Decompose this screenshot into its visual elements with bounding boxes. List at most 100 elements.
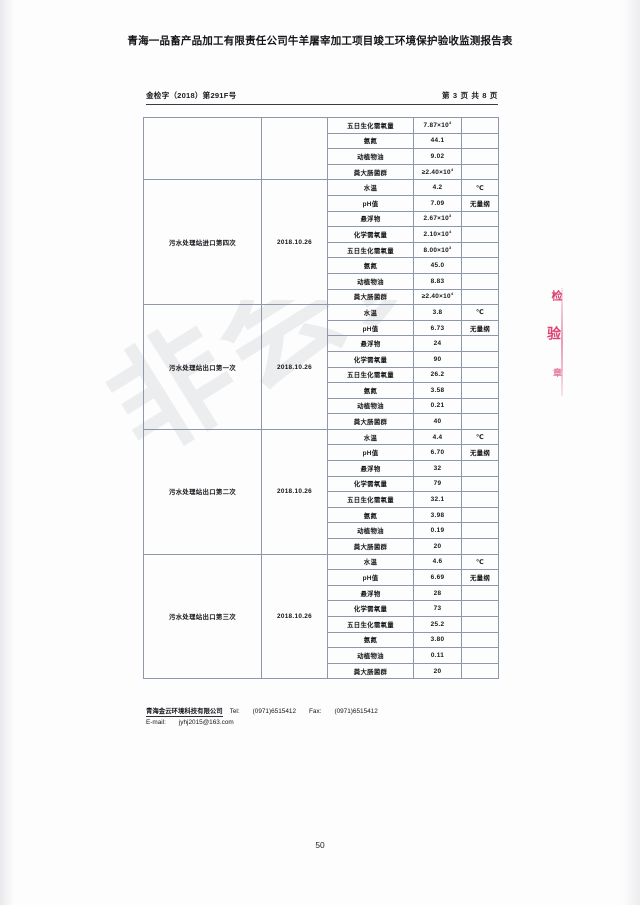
parameter-value-cell: ≥2.40×104: [413, 288, 462, 306]
parameter-value-cell: 26.2: [413, 366, 462, 384]
parameter-value-cell: 3.80: [413, 631, 462, 649]
parameter-value-cell: 28: [413, 584, 462, 602]
scan-edge-shading-right: [622, 0, 640, 905]
parameter-unit-cell: [461, 210, 499, 228]
parameter-unit-cell: [461, 647, 499, 664]
parameter-unit-cell: 无量纲: [461, 444, 499, 462]
monitoring-date-cell: 2018.10.26: [261, 428, 328, 555]
parameter-unit-cell: ℃: [461, 553, 499, 571]
parameter-unit-cell: [461, 631, 499, 649]
parameter-name-cell: 氨氮: [327, 132, 414, 150]
parameter-value-cell: 0.19: [413, 522, 462, 540]
table-row: 五日生化需氧量 7.87×104: [143, 116, 499, 181]
parameter-unit-cell: [461, 662, 499, 680]
parameter-name-cell: 水温: [327, 553, 414, 571]
table-row: 化学需氧量 79: [144, 475, 499, 493]
parameter-name-cell: 悬浮物: [327, 460, 414, 477]
monitoring-results-table: 五日生化需氧量 7.87×104 氨氮 44.1 动植物油 9.02 粪大肠菌群 ≥2.40×…: [143, 116, 499, 680]
parameter-value-cell: 25.2: [413, 616, 462, 633]
stamp-edge-line: [561, 288, 563, 396]
parameter-unit-cell: [461, 272, 499, 290]
table-row: 动植物油 0.21: [144, 397, 499, 415]
parameter-unit-cell: [461, 226, 499, 243]
parameter-unit-cell: [461, 288, 499, 306]
footer-tel-value: (0971)6515412: [252, 708, 296, 715]
parameter-unit-cell: [461, 257, 499, 274]
footer-contact-line: 青海金云环境科技有限公司 Tel: (0971)6515412 Fax: (0971)6…: [146, 706, 498, 717]
stamp-mark-2: 验: [546, 326, 562, 340]
parameter-name-cell: 氨氮: [327, 257, 414, 274]
table-row: 粪大肠菌群 20: [144, 662, 499, 680]
parameter-unit-cell: ℃: [461, 428, 499, 446]
table-row: 污水处理站出口第三次 2018.10.26 水温 4.6 ℃: [143, 553, 499, 680]
parameter-value-cell: 40: [413, 413, 462, 430]
parameter-name-cell: 粪大肠菌群: [327, 163, 414, 181]
parameter-unit-cell: 无量纲: [461, 194, 499, 212]
parameter-name-cell: 五日生化需氧量: [327, 616, 414, 633]
value-exponent: 4: [448, 228, 452, 234]
parameter-name-cell: 五日生化需氧量: [327, 117, 414, 134]
parameter-value-cell: 4.2: [413, 179, 462, 196]
table-body: 五日生化需氧量 7.87×104 氨氮 44.1 动植物油 9.02 粪大肠菌群 ≥2.40×…: [143, 116, 499, 680]
parameter-name-cell: 动植物油: [327, 148, 414, 165]
parameter-value-cell: 32: [413, 460, 462, 477]
parameter-unit-cell: [461, 616, 499, 633]
monitoring-point-cell: 污水处理站出口第一次: [143, 304, 262, 430]
table-row: 粪大肠菌群 40: [144, 413, 499, 430]
page-footer: 青海金云环境科技有限公司 Tel: (0971)6515412 Fax: (0971)6…: [146, 706, 498, 728]
monitoring-date-cell: [261, 116, 328, 181]
parameter-value-cell: 2.67×103: [413, 210, 462, 228]
table-row: 动植物油 8.83: [144, 272, 499, 290]
parameter-name-cell: 氨氮: [327, 506, 414, 524]
page-header: 金检字（2018）第291F号 第 3 页 共 8 页: [146, 90, 498, 105]
footer-fax-label: Fax:: [309, 708, 322, 715]
parameter-name-cell: 五日生化需氧量: [327, 491, 414, 508]
table-row: 氨氮 3.80: [144, 631, 499, 649]
parameter-unit-cell: [461, 475, 499, 493]
table-row: 动植物油 0.19: [144, 522, 499, 540]
parameter-unit-cell: [461, 163, 499, 181]
parameter-value-cell: 6.70: [413, 444, 462, 462]
footer-fax-value: (0971)6515412: [334, 708, 378, 715]
parameter-name-cell: 粪大肠菌群: [327, 288, 414, 306]
value-exponent: 4: [448, 119, 452, 125]
value-exponent: 4: [450, 291, 454, 297]
stamp-mark-1: 检: [550, 290, 562, 301]
parameter-value-cell: 6.73: [413, 319, 462, 337]
parameter-unit-cell: [461, 506, 499, 524]
parameter-value-cell: 7.09: [413, 194, 462, 212]
parameter-name-cell: 氨氮: [327, 631, 414, 649]
stamp-mark-3: 章: [552, 368, 562, 377]
inspection-stamp-fragment: 检 验 章: [546, 288, 564, 396]
monitoring-date-cell: 2018.10.26: [261, 553, 328, 680]
parameter-value-cell: 44.1: [413, 132, 462, 150]
parameter-name-cell: pH值: [327, 319, 414, 337]
parameter-name-cell: 动植物油: [327, 522, 414, 540]
parameter-unit-cell: 无量纲: [461, 319, 499, 337]
scan-edge-shading-left: [0, 0, 14, 905]
parameter-unit-cell: ℃: [461, 179, 499, 196]
parameter-value-cell: 7.87×104: [413, 117, 462, 134]
page-indicator: 第 3 页 共 8 页: [442, 91, 498, 100]
parameter-unit-cell: [461, 132, 499, 150]
report-number: 金检字（2018）第291F号: [146, 91, 237, 100]
table-row: 污水处理站出口第一次 2018.10.26 水温 3.8 ℃: [143, 304, 499, 430]
monitoring-point-cell: 污水处理站进口第四次: [143, 179, 262, 306]
parameter-value-cell: 9.02: [413, 148, 462, 165]
table-row: 五日生化需氧量 26.2: [144, 366, 499, 384]
parameter-name-cell: 动植物油: [327, 272, 414, 290]
parameter-unit-cell: [461, 600, 499, 617]
footer-email-label: E-mail:: [146, 719, 166, 727]
parameter-name-cell: 动植物油: [327, 397, 414, 415]
table-row: 污水处理站进口第四次 2018.10.26 水温 4.2 ℃: [143, 179, 499, 306]
parameter-unit-cell: [461, 241, 499, 259]
parameter-name-cell: 化学需氧量: [327, 350, 414, 368]
parameter-value-cell: 32.1: [413, 491, 462, 508]
footer-tel-label: Tel:: [229, 708, 240, 715]
parameter-name-cell: 化学需氧量: [327, 600, 414, 617]
page-title: 青海一品畜产品加工有限责任公司牛羊屠宰加工项目竣工环境保护验收监测报告表: [127, 35, 513, 47]
table-row: 粪大肠菌群 ≥2.40×104: [144, 288, 499, 306]
parameter-name-cell: pH值: [327, 569, 414, 586]
parameter-value-cell: 3.8: [413, 304, 462, 321]
parameter-unit-cell: [461, 522, 499, 540]
